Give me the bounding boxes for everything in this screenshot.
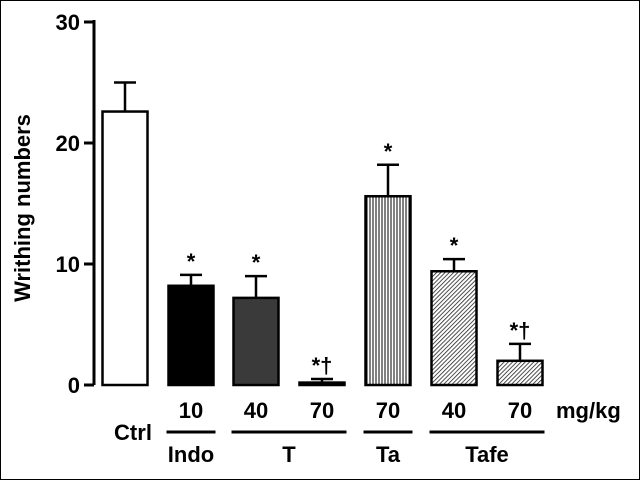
y-tick-label-2: 20 <box>56 131 80 156</box>
group-label-1: T <box>282 442 296 467</box>
sig-mark-3: *† <box>312 353 333 378</box>
group-label-2: Ta <box>376 442 401 467</box>
dose-label-2: 40 <box>244 398 268 423</box>
axes: 0 10 20 30 <box>56 10 96 398</box>
bar-4 <box>364 194 412 387</box>
sig-mark-2: * <box>252 250 261 275</box>
sig-mark-5: * <box>450 233 459 258</box>
y-axis-label: Writhing numbers <box>10 114 35 302</box>
dose-unit-label: mg/kg <box>556 398 621 423</box>
bar-5 <box>430 270 478 387</box>
group-label-3: Tafe <box>465 442 509 467</box>
bar-3 <box>298 381 346 387</box>
sig-mark-1: * <box>187 249 196 274</box>
labels-layer: * 10 * 40 *† 70 * 70 * 40 *† 70 Ctrl mg/kg Indo T Ta Tafe <box>114 139 621 467</box>
category-label-ctrl: Ctrl <box>114 420 152 445</box>
bars-layer <box>101 81 544 387</box>
dose-label-3: 70 <box>310 398 334 423</box>
bar-1 <box>167 284 215 387</box>
dose-label-6: 70 <box>508 398 532 423</box>
bar-2 <box>232 296 280 387</box>
bar-6 <box>496 359 544 387</box>
y-tick-label-3: 30 <box>56 10 80 35</box>
bar-0 <box>101 110 149 387</box>
y-tick-label-0: 0 <box>68 373 80 398</box>
y-tick-label-1: 10 <box>56 252 80 277</box>
dose-label-4: 70 <box>376 398 400 423</box>
group-label-0: Indo <box>168 442 214 467</box>
sig-mark-4: * <box>384 139 393 164</box>
sig-mark-6: *† <box>510 318 531 343</box>
dose-label-5: 40 <box>442 398 466 423</box>
dose-label-1: 10 <box>179 398 203 423</box>
